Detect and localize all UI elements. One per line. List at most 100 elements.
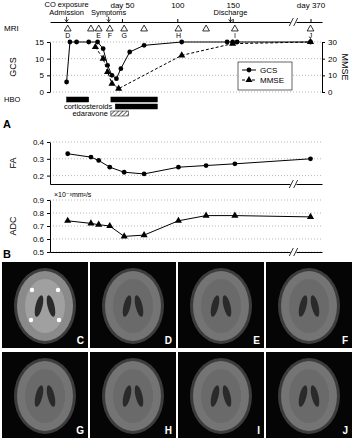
tick-label: 15 bbox=[35, 38, 44, 47]
grid-line bbox=[50, 175, 322, 176]
marker bbox=[204, 163, 209, 168]
axis-break-mark bbox=[289, 18, 293, 26]
grid-line bbox=[50, 252, 322, 253]
tick-mark bbox=[47, 239, 50, 240]
tick-label: 0 bbox=[40, 88, 45, 97]
annotation-arrow bbox=[229, 17, 233, 22]
mri-scan-label: I bbox=[234, 32, 236, 39]
x-axis bbox=[51, 184, 323, 185]
white-matter bbox=[201, 279, 241, 333]
marker bbox=[307, 213, 314, 219]
legend-label: MMSE bbox=[260, 76, 284, 85]
mri-image: I bbox=[178, 352, 264, 438]
axis-break-mark bbox=[289, 248, 293, 256]
marker bbox=[114, 76, 119, 81]
plot-area bbox=[65, 151, 313, 176]
mri-marker bbox=[307, 25, 314, 31]
tick-label: 30 bbox=[328, 38, 337, 47]
tick-mark bbox=[47, 176, 50, 177]
image-background bbox=[178, 262, 264, 348]
axis-break-mark bbox=[294, 18, 298, 26]
ventricle bbox=[297, 384, 309, 407]
x-axis-line bbox=[51, 184, 323, 185]
y-axis: 0 5 10 15 bbox=[35, 38, 50, 97]
grid-line bbox=[50, 226, 322, 227]
marker bbox=[89, 155, 94, 160]
panel-a: day 50100150day 370CO exposureAdmissionS… bbox=[4, 0, 350, 118]
marker bbox=[95, 221, 102, 227]
panel-b-chart: 0.20.30.4FA bbox=[8, 138, 323, 188]
legend-label: GCS bbox=[260, 66, 277, 75]
image-background bbox=[178, 352, 264, 438]
skull bbox=[278, 268, 340, 344]
marker bbox=[68, 40, 73, 45]
marker bbox=[231, 211, 238, 217]
image-label: I bbox=[257, 425, 260, 436]
treatment-bar bbox=[111, 111, 129, 116]
mri-marker bbox=[106, 25, 113, 31]
ventricle bbox=[33, 294, 45, 317]
white-matter bbox=[25, 279, 65, 333]
marker bbox=[87, 219, 94, 225]
y-axis-tick: 0 bbox=[40, 88, 50, 97]
annotation: Admission bbox=[49, 8, 84, 17]
y-axis-title: ADC bbox=[8, 216, 18, 236]
tick-mark bbox=[122, 19, 123, 22]
image-label: E bbox=[253, 335, 260, 346]
marker bbox=[307, 38, 314, 44]
marker bbox=[106, 222, 113, 228]
ventricle bbox=[121, 384, 133, 407]
image-background bbox=[90, 262, 176, 348]
skull bbox=[14, 358, 76, 434]
marker bbox=[176, 165, 181, 170]
marker bbox=[178, 51, 185, 57]
mri-marker bbox=[95, 25, 102, 31]
white-matter bbox=[289, 369, 329, 423]
mri-marker bbox=[175, 25, 182, 31]
panel-b-chart: 0.50.60.70.80.9ADC×10⁻³mm²/s bbox=[8, 191, 323, 257]
marker bbox=[104, 68, 111, 74]
skull bbox=[102, 268, 164, 344]
ventricle bbox=[221, 384, 233, 407]
x-axis: day 50100150day 370 bbox=[51, 1, 326, 23]
white-matter bbox=[113, 369, 153, 423]
marker bbox=[121, 232, 128, 238]
tick-label: 0.9 bbox=[33, 196, 45, 205]
annotation-arrow bbox=[65, 17, 69, 22]
image-label: F bbox=[342, 335, 348, 346]
ventricle bbox=[121, 294, 133, 317]
mri-marker bbox=[121, 25, 128, 31]
mri-scan-label: F bbox=[108, 32, 112, 39]
annotation: Discharge bbox=[214, 8, 248, 17]
marker bbox=[92, 43, 99, 49]
brain bbox=[193, 271, 249, 341]
image-label: D bbox=[165, 335, 172, 346]
tick-label: 5 bbox=[40, 71, 45, 80]
brain bbox=[17, 271, 73, 341]
tick-mark bbox=[322, 59, 325, 60]
brain bbox=[105, 361, 161, 431]
ventricle bbox=[33, 384, 45, 407]
tick-mark bbox=[47, 59, 50, 60]
ventricle bbox=[297, 294, 309, 317]
y-axis-tick: 15 bbox=[35, 38, 50, 47]
image-background bbox=[90, 352, 176, 438]
y2-axis-tick: 10 bbox=[322, 71, 337, 80]
mri-marker bbox=[231, 25, 238, 31]
white-matter bbox=[201, 369, 241, 423]
x-axis-tick: day 370 bbox=[297, 1, 326, 22]
marker bbox=[96, 158, 101, 163]
y2-axis-tick: 30 bbox=[322, 38, 337, 47]
y-axis-tick: 10 bbox=[35, 55, 50, 64]
tick-mark bbox=[47, 42, 50, 43]
series-line bbox=[68, 216, 311, 237]
marker bbox=[95, 40, 100, 45]
image-label: C bbox=[77, 335, 84, 346]
roi bbox=[57, 318, 61, 322]
x-axis bbox=[51, 252, 323, 253]
marker bbox=[64, 217, 71, 223]
mri-image: E bbox=[178, 262, 264, 348]
tick-label: 20 bbox=[328, 55, 337, 64]
ventricle bbox=[309, 384, 321, 407]
mri-marker bbox=[64, 25, 71, 31]
